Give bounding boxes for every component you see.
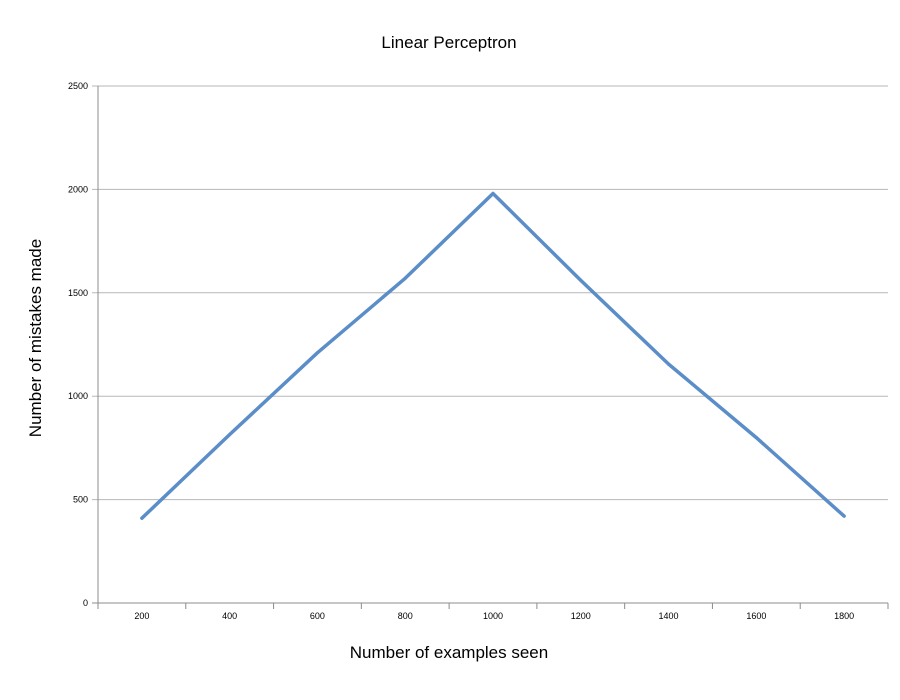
y-tick-label: 500 — [73, 495, 88, 505]
chart-title: Linear Perceptron — [381, 33, 516, 52]
y-tick-label: 2500 — [68, 81, 88, 91]
x-tick-label: 1200 — [571, 611, 591, 621]
x-tick-label: 400 — [222, 611, 237, 621]
x-tick-label: 600 — [310, 611, 325, 621]
y-tick-label: 0 — [83, 598, 88, 608]
x-axis-title: Number of examples seen — [350, 643, 548, 662]
data-point — [579, 278, 583, 282]
y-axis-title: Number of mistakes made — [26, 239, 45, 437]
y-tick-label: 1000 — [68, 391, 88, 401]
series-line — [140, 191, 846, 520]
x-tick-label: 1000 — [483, 611, 503, 621]
data-point — [754, 436, 758, 440]
x-tick-label: 800 — [398, 611, 413, 621]
x-tick-label: 1400 — [659, 611, 679, 621]
y-axis-ticks: 0 500 1000 1500 2000 2500 — [68, 81, 88, 608]
data-point — [667, 362, 671, 366]
grid — [92, 85, 888, 501]
data-point — [140, 516, 144, 520]
axes — [92, 86, 888, 604]
x-tick-label: 1800 — [834, 611, 854, 621]
series-group — [140, 191, 846, 520]
data-point — [228, 432, 232, 436]
y-tick-label: 2000 — [68, 184, 88, 194]
x-tick-label: 200 — [134, 611, 149, 621]
y-tick-label: 1500 — [68, 288, 88, 298]
data-point — [842, 514, 846, 518]
data-point — [403, 276, 407, 280]
data-point — [491, 192, 495, 196]
data-point — [315, 351, 319, 355]
x-axis-ticks: 200 400 600 800 1000 1200 1400 1600 1800 — [97, 603, 889, 621]
x-tick-label: 1600 — [746, 611, 766, 621]
